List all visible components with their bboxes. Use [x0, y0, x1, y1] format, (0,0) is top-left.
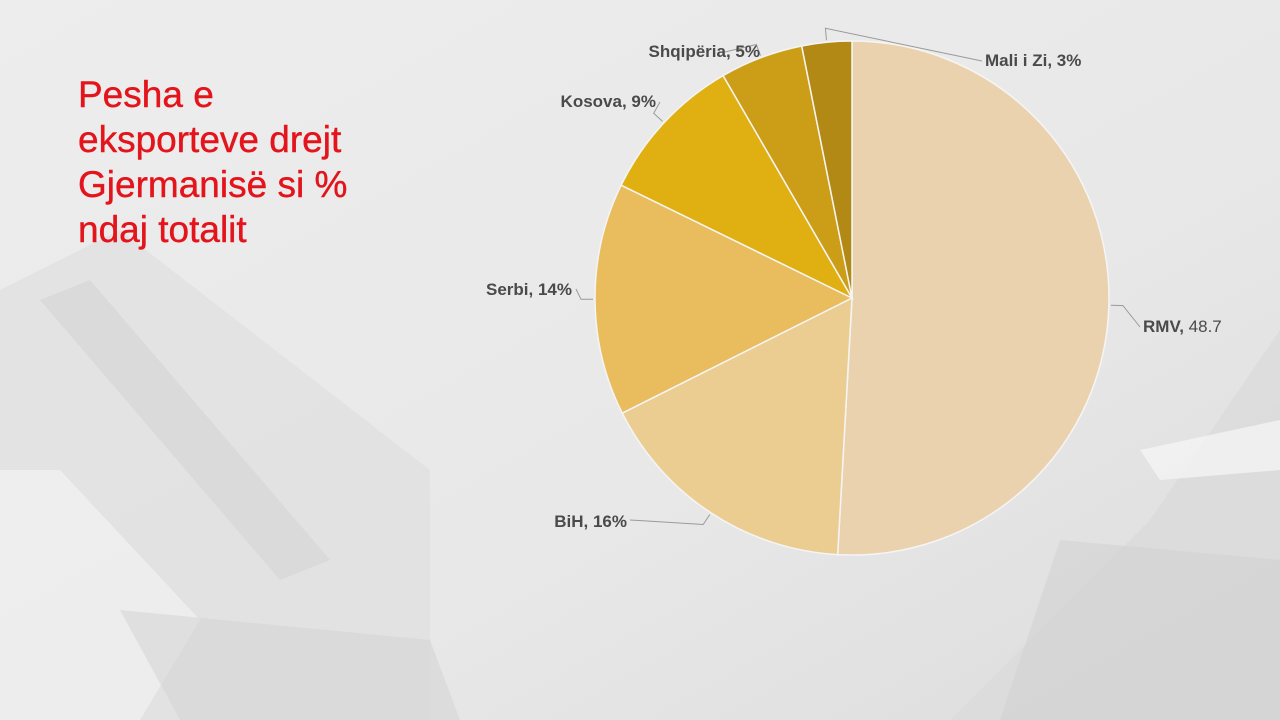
label-serbi: Serbi, 14% — [486, 280, 572, 299]
slice-bih — [621, 296, 853, 556]
label-malizi: Mali i Zi, 3% — [985, 51, 1081, 70]
label-serbi-name: Serbi — [486, 280, 529, 299]
pie-slices — [594, 40, 1110, 556]
label-malizi-name: Mali i Zi — [985, 51, 1047, 70]
label-shqiperia: Shqipëria, 5% — [649, 42, 761, 61]
leader-line-rmv — [1110, 304, 1141, 328]
leader-lines — [575, 27, 1141, 526]
slice-kosova — [620, 74, 854, 300]
slice-serbi — [594, 184, 854, 415]
label-bih: BiH, 16% — [554, 512, 627, 531]
leader-line-shqiperia — [724, 43, 761, 56]
label-kosova: Kosova, 9% — [561, 92, 656, 111]
label-rmv: RMV, 48.7 — [1143, 317, 1222, 336]
label-shqiperia-name: Shqipëria — [649, 42, 727, 61]
label-rmv-name: RMV — [1143, 317, 1181, 336]
leader-line-malizi — [824, 27, 983, 62]
leader-line-bih — [629, 514, 711, 526]
leader-line-kosova — [653, 101, 663, 122]
label-kosova-value: 9% — [631, 92, 656, 111]
slice-rmv — [836, 40, 1110, 556]
label-kosova-name: Kosova — [561, 92, 623, 111]
label-shqiperia-value: 5% — [735, 42, 760, 61]
label-rmv-value: 48.7 — [1189, 317, 1222, 336]
label-bih-value: 16% — [593, 512, 627, 531]
chart-title: Pesha e eksporteve drejt Gjermanisë si %… — [78, 74, 348, 250]
label-bih-name: BiH — [554, 512, 583, 531]
leader-line-serbi — [575, 288, 593, 300]
label-serbi-value: 14% — [538, 280, 572, 299]
slice-malizi — [800, 40, 853, 299]
slice-labels: RMV, 48.7 BiH, 16% Serbi, 14% Kosova, 9%… — [486, 42, 1222, 531]
label-malizi-value: 3% — [1057, 51, 1082, 70]
